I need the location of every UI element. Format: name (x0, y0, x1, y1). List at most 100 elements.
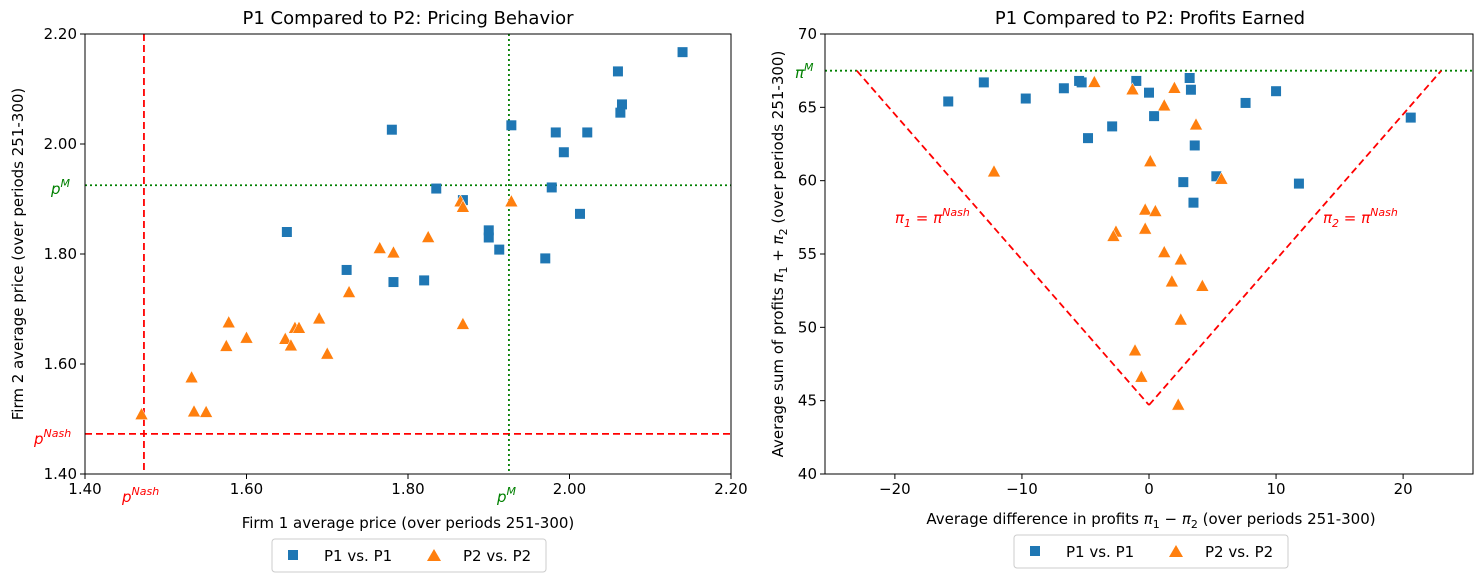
profits-legend-p1-label: P1 vs. P1 (1066, 543, 1134, 561)
data-point-p2 (386, 245, 401, 259)
profits-x-tick-label: −20 (879, 480, 911, 498)
pricing-y-axis-label: Firm 2 average price (over periods 251-3… (9, 88, 27, 421)
data-point-p1 (558, 147, 569, 158)
p-monopoly-x-label: pM (496, 485, 517, 506)
data-point-p2 (187, 404, 201, 418)
profits-legend-p2-label: P2 vs. P2 (1205, 543, 1273, 561)
pricing-x-axis-label: Firm 1 average price (over periods 251-3… (242, 514, 575, 532)
data-point-p2 (1148, 203, 1163, 217)
data-point-p1 (546, 182, 557, 193)
pricing-y-tick-label: 1.60 (44, 355, 77, 373)
data-point-p2 (504, 194, 519, 207)
data-point-p1 (615, 107, 626, 118)
data-point-p2 (342, 284, 356, 298)
data-point-p2 (1128, 343, 1142, 357)
data-point-p1 (1144, 87, 1154, 98)
pricing-y-tick-label: 1.80 (44, 245, 77, 263)
data-point-p1 (540, 253, 551, 264)
pi1-equals-nash-line (856, 70, 1150, 406)
data-point-p2 (1214, 171, 1229, 185)
pricing-x-tick-label: 1.40 (68, 480, 101, 498)
data-point-p1 (506, 120, 517, 131)
data-point-p1 (943, 96, 954, 107)
data-point-p2 (1171, 397, 1186, 411)
pricing-x-tick-label: 1.80 (391, 480, 424, 498)
data-point-p2 (1087, 74, 1102, 88)
data-point-p2 (1164, 274, 1179, 288)
pricing-y-tick-label: 2.00 (44, 135, 77, 153)
data-point-p2 (455, 199, 470, 213)
profits-y-tick-label: 65 (798, 98, 817, 116)
legend-p2-triangle-marker (1169, 545, 1183, 557)
profits-chart-title: P1 Compared to P2: Profits Earned (995, 8, 1305, 29)
data-point-p1 (612, 66, 623, 77)
p-nash-y-label: pNash (33, 427, 71, 448)
data-point-p2 (455, 316, 470, 330)
profits-y-tick-label: 40 (798, 465, 817, 483)
data-point-p2 (1125, 82, 1140, 95)
pi-monopoly-label: πM (795, 61, 814, 82)
profits-x-tick-label: −10 (1006, 480, 1038, 498)
pricing-chart: P1 Compared to P2: Pricing Behavior 1.40… (9, 8, 748, 573)
data-point-p1 (574, 208, 585, 219)
data-point-p2 (1157, 245, 1172, 258)
data-point-p1 (494, 244, 505, 255)
data-point-p2 (1173, 312, 1188, 326)
data-point-p1 (1020, 93, 1031, 104)
data-point-p1 (1058, 83, 1069, 94)
data-point-p2 (278, 331, 293, 345)
data-point-p1 (281, 227, 292, 237)
data-point-p2 (320, 346, 335, 360)
data-point-p1 (386, 124, 397, 135)
data-point-p1 (582, 127, 593, 138)
pricing-y-tick-label: 1.40 (44, 465, 77, 483)
profits-x-tick-label: 20 (1394, 480, 1413, 498)
data-point-p2 (1143, 154, 1158, 167)
profits-x-tick-label: 10 (1267, 480, 1286, 498)
data-point-p2 (1138, 221, 1153, 235)
data-point-p1 (1271, 86, 1282, 97)
profits-x-tick-label: 0 (1144, 480, 1154, 498)
data-point-p2 (283, 338, 298, 352)
data-point-p2 (1157, 98, 1172, 112)
legend-p2-triangle-marker (427, 549, 441, 561)
pricing-legend-p2-label: P2 vs. P2 (463, 547, 531, 565)
data-point-p2 (1195, 278, 1210, 292)
legend-p1-square-marker (288, 550, 298, 560)
profits-y-tick-label: 55 (798, 245, 817, 263)
data-point-p1 (483, 232, 494, 243)
data-point-p1 (483, 225, 494, 236)
data-point-p1 (616, 99, 627, 110)
pricing-x-tick-label: 1.60 (230, 480, 263, 498)
data-point-p1 (1149, 111, 1160, 122)
profits-y-tick-label: 60 (798, 172, 817, 190)
data-point-p1 (341, 264, 352, 275)
profits-y-tick-label: 70 (798, 25, 817, 43)
profits-legend-box (1013, 534, 1289, 569)
pi1-nash-label: π1 = πNash (895, 206, 970, 230)
data-point-p1 (1107, 121, 1118, 132)
data-point-p1 (1131, 75, 1142, 86)
data-point-p1 (978, 77, 989, 88)
data-point-p2 (1106, 228, 1121, 242)
data-point-p1 (1189, 140, 1200, 151)
pricing-x-tick-label: 2.20 (714, 480, 747, 498)
data-point-p2 (1167, 80, 1182, 94)
data-point-p2 (1173, 252, 1188, 266)
data-point-p1 (677, 47, 688, 58)
pricing-legend: P1 vs. P1 P2 vs. P2 (271, 538, 547, 573)
data-point-p2 (184, 370, 199, 383)
data-point-p2 (1138, 202, 1153, 216)
data-point-p2 (312, 311, 327, 325)
data-point-p1 (1405, 112, 1416, 123)
data-point-p1 (1076, 77, 1087, 88)
profits-y-tick-label: 50 (798, 318, 817, 336)
data-point-p2 (199, 404, 214, 418)
data-point-p2 (221, 315, 236, 328)
data-point-p1 (1184, 73, 1195, 83)
pi2-equals-nash-line (1148, 70, 1442, 406)
data-point-p1 (1240, 97, 1251, 108)
data-point-p2 (1189, 117, 1203, 131)
pricing-y-tick-label: 2.20 (44, 25, 77, 43)
